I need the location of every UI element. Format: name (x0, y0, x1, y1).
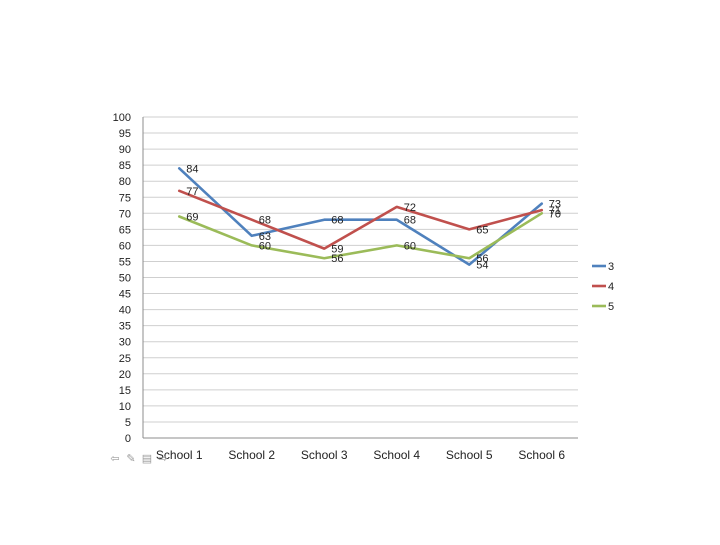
x-tick-label: School 4 (373, 448, 420, 462)
y-tick-label: 50 (119, 273, 131, 285)
data-label: 71 (549, 205, 561, 217)
data-label: 60 (259, 240, 271, 252)
x-tick-label: School 6 (518, 448, 565, 462)
legend-label: 5 (608, 301, 614, 313)
data-label: 65 (476, 224, 488, 236)
data-label: 60 (404, 240, 416, 252)
data-label: 72 (404, 202, 416, 214)
y-tick-label: 90 (119, 144, 131, 156)
pen-icon[interactable]: ✎ (126, 452, 136, 465)
y-tick-label: 95 (119, 128, 131, 140)
data-label: 68 (404, 215, 416, 227)
menu-icon[interactable]: ▤ (141, 452, 153, 465)
y-tick-label: 75 (119, 192, 131, 204)
y-tick-label: 10 (119, 401, 131, 413)
y-tick-label: 15 (119, 385, 131, 397)
legend-label: 4 (608, 281, 614, 293)
y-tick-label: 35 (119, 321, 131, 333)
y-tick-label: 70 (119, 208, 131, 220)
y-tick-label: 100 (113, 112, 131, 124)
data-label: 68 (331, 215, 343, 227)
x-tick-label: School 1 (156, 448, 203, 462)
y-tick-label: 55 (119, 256, 131, 268)
y-tick-label: 60 (119, 240, 131, 252)
y-tick-label: 85 (119, 160, 131, 172)
data-label: 56 (331, 253, 343, 265)
arrow-right-icon[interactable]: ⇨ (158, 452, 168, 465)
slide-controls: ⇦ ✎ ▤ ⇨ (108, 452, 170, 465)
y-tick-label: 45 (119, 289, 131, 301)
data-label: 70 (549, 208, 561, 220)
arrow-left-icon[interactable]: ⇦ (110, 452, 120, 465)
y-tick-label: 5 (125, 417, 131, 429)
data-label: 69 (186, 212, 198, 224)
y-tick-label: 25 (119, 353, 131, 365)
series-line-5 (177, 212, 544, 260)
data-label: 54 (476, 260, 488, 272)
data-label: 68 (259, 215, 271, 227)
data-label: 73 (549, 199, 561, 211)
y-tick-label: 20 (119, 369, 131, 381)
y-tick-label: 0 (125, 433, 131, 445)
x-tick-label: School 2 (228, 448, 275, 462)
data-label: 63 (259, 231, 271, 243)
y-tick-label: 80 (119, 176, 131, 188)
series-line-4 (177, 189, 544, 250)
x-tick-label: School 3 (301, 448, 348, 462)
y-tick-label: 30 (119, 337, 131, 349)
data-label: 56 (476, 253, 488, 265)
legend-label: 3 (608, 261, 614, 273)
x-tick-label: School 5 (446, 448, 493, 462)
y-tick-label: 40 (119, 305, 131, 317)
data-label: 59 (331, 244, 343, 256)
series-line-3 (177, 167, 544, 266)
y-tick-label: 65 (119, 224, 131, 236)
data-label: 84 (186, 163, 198, 175)
data-label: 77 (186, 186, 198, 198)
